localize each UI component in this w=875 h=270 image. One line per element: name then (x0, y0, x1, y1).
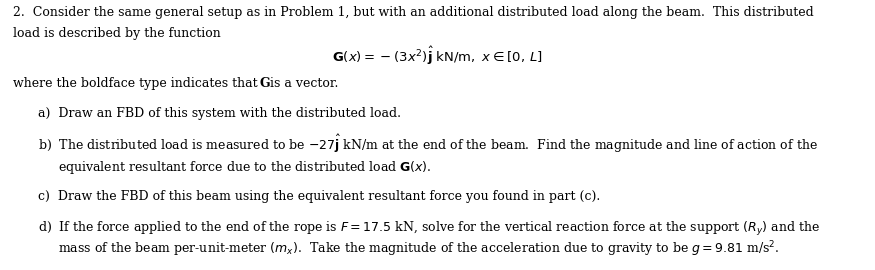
Text: equivalent resultant force due to the distributed load $\mathbf{G}(x)$.: equivalent resultant force due to the di… (58, 160, 431, 177)
Text: c)  Draw the FBD of this beam using the equivalent resultant force you found in : c) Draw the FBD of this beam using the e… (38, 190, 600, 203)
Text: G: G (260, 77, 270, 90)
Text: 2.  Consider the same general setup as in Problem 1, but with an additional dist: 2. Consider the same general setup as in… (13, 6, 814, 19)
Text: b)  The distributed load is measured to be $-27\hat{\mathbf{j}}$ kN/m at the end: b) The distributed load is measured to b… (38, 133, 818, 155)
Text: a)  Draw an FBD of this system with the distributed load.: a) Draw an FBD of this system with the d… (38, 107, 401, 120)
Text: d)  If the force applied to the end of the rope is $F = 17.5$ kN, solve for the : d) If the force applied to the end of th… (38, 220, 820, 238)
Text: $\mathbf{G}(x) = -(3x^2)\hat{\mathbf{j}}\ \mathrm{kN/m},\ x \in [0,\, L]$: $\mathbf{G}(x) = -(3x^2)\hat{\mathbf{j}}… (332, 45, 542, 67)
Text: is a vector.: is a vector. (267, 77, 339, 90)
Text: where the boldface type indicates that: where the boldface type indicates that (13, 77, 262, 90)
Text: mass of the beam per-unit-meter $(m_x)$.  Take the magnitude of the acceleration: mass of the beam per-unit-meter $(m_x)$.… (58, 239, 780, 259)
Text: load is described by the function: load is described by the function (13, 28, 220, 40)
